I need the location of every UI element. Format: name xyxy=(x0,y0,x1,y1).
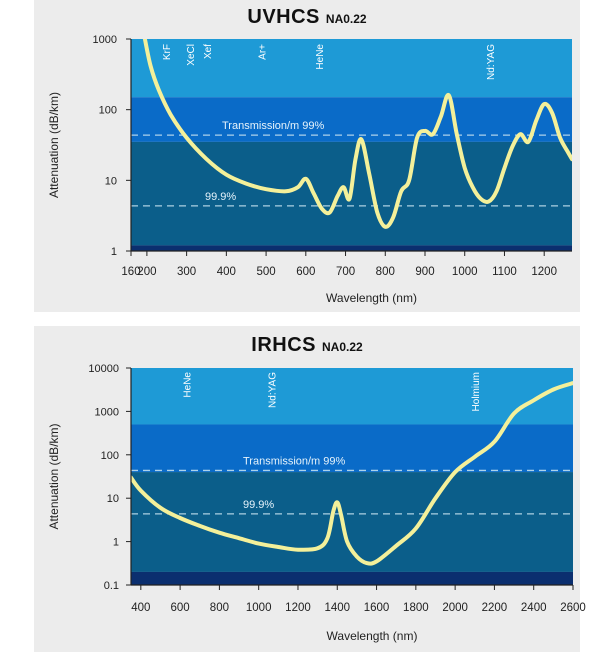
irhcs-x-tick-label-3: 1000 xyxy=(246,602,272,614)
uvhcs-x-tick-label-10: 1100 xyxy=(492,266,517,278)
uvhcs-laser-label-krf: KrF xyxy=(162,44,173,60)
uvhcs-x-tick-label-8: 900 xyxy=(415,266,434,278)
uvhcs-x-tick-label-1: 200 xyxy=(137,266,156,278)
irhcs-title-text: IRHCS xyxy=(251,334,317,356)
uvhcs-laser-label-hene: HeNe xyxy=(315,44,326,70)
uvhcs-title-text: UVHCS xyxy=(247,6,320,28)
uvhcs-plot: Transmission/m 99% 99.9% KrF XeCl Xef Ar+ HeNe… xyxy=(47,34,572,305)
uvhcs-x-tick-label-2: 300 xyxy=(177,266,196,278)
irhcs-y-tick-label-3: 100 xyxy=(101,450,119,462)
uvhcs-y-tick-label-2: 100 xyxy=(99,105,117,117)
irhcs-x-tick-label-2: 800 xyxy=(210,602,229,614)
uvhcs-x-axis-title: Wavelength (nm) xyxy=(326,291,417,305)
irhcs-x-tick-label-1: 600 xyxy=(171,602,190,614)
irhcs-y-tick-label-5: 10000 xyxy=(88,363,119,375)
irhcs-x-tick-label-7: 1800 xyxy=(403,602,429,614)
irhcs-x-axis-title: Wavelength (nm) xyxy=(327,629,418,643)
irhcs-y-tick-label-1: 1 xyxy=(113,537,119,549)
irhcs-band-1 xyxy=(131,424,573,473)
irhcs-ref-label-0: Transmission/m 99% xyxy=(243,455,346,467)
uvhcs-x-tick-label-5: 600 xyxy=(296,266,315,278)
irhcs-x-tick-label-10: 2400 xyxy=(521,602,547,614)
irhcs-x-tick-label-8: 2000 xyxy=(442,602,468,614)
uvhcs-subtitle-text: NA0.22 xyxy=(325,12,367,26)
irhcs-band-2 xyxy=(131,472,573,572)
irhcs-series-line-0 xyxy=(131,381,573,566)
uvhcs-x-tick-label-11: 1200 xyxy=(531,266,557,278)
irhcs-chart-title: IRHCS NA0.22 xyxy=(34,334,580,357)
irhcs-laser-label-nd-yag: Nd:YAG xyxy=(267,372,278,408)
uvhcs-band-0 xyxy=(131,39,572,98)
irhcs-x-tick-label-9: 2200 xyxy=(482,602,508,614)
irhcs-x-tick-label-0: 400 xyxy=(131,602,150,614)
uvhcs-y-tick-label-0: 1 xyxy=(111,246,117,258)
irhcs-laser-label-holmium: Holmium xyxy=(471,372,482,411)
uvhcs-laser-label-ar-: Ar+ xyxy=(257,44,268,60)
irhcs-ref-label-1: 99.9% xyxy=(243,499,274,511)
uvhcs-series-line-0 xyxy=(142,39,572,229)
irhcs-y-axis-title: Attenuation (dB/km) xyxy=(47,423,61,529)
uvhcs-x-tick-label-4: 500 xyxy=(256,266,275,278)
uvhcs-laser-label-xef: Xef xyxy=(203,44,214,59)
uvhcs-ref-label-0: Transmission/m 99% xyxy=(222,120,325,132)
uvhcs-laser-label-nd-yag: Nd:YAG xyxy=(486,44,497,80)
irhcs-y-tick-label-2: 10 xyxy=(107,493,119,505)
irhcs-y-tick-label-4: 1000 xyxy=(95,406,119,418)
uvhcs-x-tick-label-7: 800 xyxy=(376,266,395,278)
uvhcs-chart-title: UVHCS NA0.22 xyxy=(34,6,580,29)
uvhcs-x-tick-label-3: 400 xyxy=(217,266,236,278)
irhcs-y-tick-label-0: 0.1 xyxy=(104,580,119,592)
irhcs-subtitle-text: NA0.22 xyxy=(322,340,363,354)
uvhcs-y-tick-label-3: 1000 xyxy=(93,34,117,46)
irhcs-laser-label-hene: HeNe xyxy=(183,372,194,398)
irhcs-band-3 xyxy=(131,571,573,585)
irhcs-x-tick-label-11: 2600 xyxy=(560,602,586,614)
uvhcs-x-tick-label-0: 160 xyxy=(121,266,140,278)
irhcs-band-0 xyxy=(131,368,573,425)
uvhcs-x-tick-label-9: 1000 xyxy=(452,266,478,278)
uvhcs-y-tick-label-1: 10 xyxy=(105,175,117,187)
irhcs-x-tick-label-4: 1200 xyxy=(285,602,311,614)
uvhcs-band-3 xyxy=(131,245,572,251)
irhcs-plot: Transmission/m 99% 99.9% HeNe Nd:YAG Holmium… xyxy=(47,363,586,643)
irhcs-x-tick-label-6: 1600 xyxy=(364,602,390,614)
uvhcs-ref-label-1: 99.9% xyxy=(205,191,236,203)
uvhcs-band-1 xyxy=(131,97,572,142)
uvhcs-x-tick-label-6: 700 xyxy=(336,266,355,278)
uvhcs-laser-label-xecl: XeCl xyxy=(186,44,197,66)
irhcs-x-tick-label-5: 1400 xyxy=(324,602,350,614)
uvhcs-y-axis-title: Attenuation (dB/km) xyxy=(47,92,61,198)
